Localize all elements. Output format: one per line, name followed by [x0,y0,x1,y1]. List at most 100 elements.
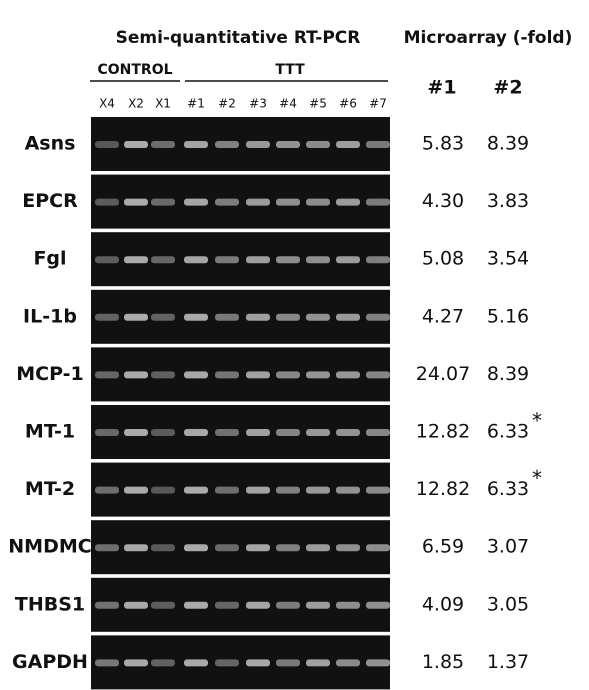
gel-band [246,659,270,667]
gel-band [276,141,300,148]
gel-band [184,429,208,436]
lane-label: X1 [155,97,171,111]
lane-label: #3 [249,97,267,111]
gel-band [306,371,330,379]
gel-band [246,486,270,494]
gel-band [151,601,175,609]
fold-value-2: 6.33 [487,421,529,443]
fold-value-1: 12.82 [416,478,470,500]
fold-value-1: 5.83 [422,133,464,155]
fold-value-2: 8.39 [487,363,529,385]
fold-value-1: 24.07 [416,363,470,385]
gel-band [215,544,239,552]
gel-band [246,371,270,379]
gel-band [366,141,390,148]
gel-band [215,256,239,264]
gel-band [215,198,239,206]
gene-label: MCP-1 [16,363,84,385]
gel-band [276,256,300,264]
gel-band [95,544,119,552]
gel-band [366,659,390,667]
gel-band [151,371,175,379]
gel-band [306,544,330,552]
lane-label: X4 [99,97,115,111]
gel-band [246,141,270,148]
gel-band [95,486,119,494]
gel-band [184,256,208,264]
gene-label: Asns [25,133,76,155]
gene-label: GAPDH [12,651,88,673]
gel-band [366,313,390,321]
fold-value-2: 1.37 [487,651,529,673]
fold-value-1: 4.09 [422,593,464,615]
gel-band [336,544,360,552]
gel-band [336,256,360,264]
fold-value-2: 5.16 [487,305,529,327]
gel-band [366,486,390,494]
gel-band [95,371,119,379]
lane-label: #5 [309,97,327,111]
footnote-mark: * [532,466,542,490]
gel-band [246,313,270,321]
gel-band [336,486,360,494]
gel-band [215,659,239,667]
gel-band [151,141,175,148]
gel-band [276,601,300,609]
gel-band [366,198,390,206]
lane-label: X2 [128,97,144,111]
gel-band [151,544,175,552]
gel-band [246,429,270,436]
lane-label: #7 [369,97,387,111]
gel-band [95,198,119,206]
gel-band [336,659,360,667]
gel-band [276,313,300,321]
gel-band [124,659,148,667]
gel-band [306,313,330,321]
gel-band [366,371,390,379]
gel-band [151,198,175,206]
gel-band [276,429,300,436]
gel-band [215,486,239,494]
fold-value-1: 4.27 [422,305,464,327]
gel-band [184,601,208,609]
gel-band [306,601,330,609]
gel-band [215,141,239,148]
gel-band [215,313,239,321]
gel-band [124,601,148,609]
gel-band [215,429,239,436]
gel-band [306,429,330,436]
gel-band [184,371,208,379]
gel-band [151,313,175,321]
gel-band [336,429,360,436]
gel-band [336,198,360,206]
rtpcr-title: Semi-quantitative RT-PCR [116,28,361,48]
gel-band [151,256,175,264]
gel-band [306,659,330,667]
lane-label: #1 [187,97,205,111]
gel-band [246,198,270,206]
gel-band [95,256,119,264]
gel-band [246,601,270,609]
gel-band [306,256,330,264]
gel-band [306,198,330,206]
gel-band [184,659,208,667]
gel-band [124,486,148,494]
gel-band [336,371,360,379]
fold-value-2: 8.39 [487,133,529,155]
gel-band [276,198,300,206]
gel-band [124,198,148,206]
fold-value-1: 12.82 [416,421,470,443]
gel-band [366,429,390,436]
fold-value-1: 5.08 [422,248,464,270]
gel-band [95,429,119,436]
fold-value-1: 1.85 [422,651,464,673]
gel-band [215,601,239,609]
gene-label: MT-1 [25,421,75,443]
gel-band [95,141,119,148]
col1-header: #1 [427,77,456,99]
fold-value-2: 3.83 [487,190,529,212]
gene-label: THBS1 [15,593,85,615]
gel-band [366,256,390,264]
fold-value-2: 3.54 [487,248,529,270]
fold-value-2: 3.05 [487,593,529,615]
